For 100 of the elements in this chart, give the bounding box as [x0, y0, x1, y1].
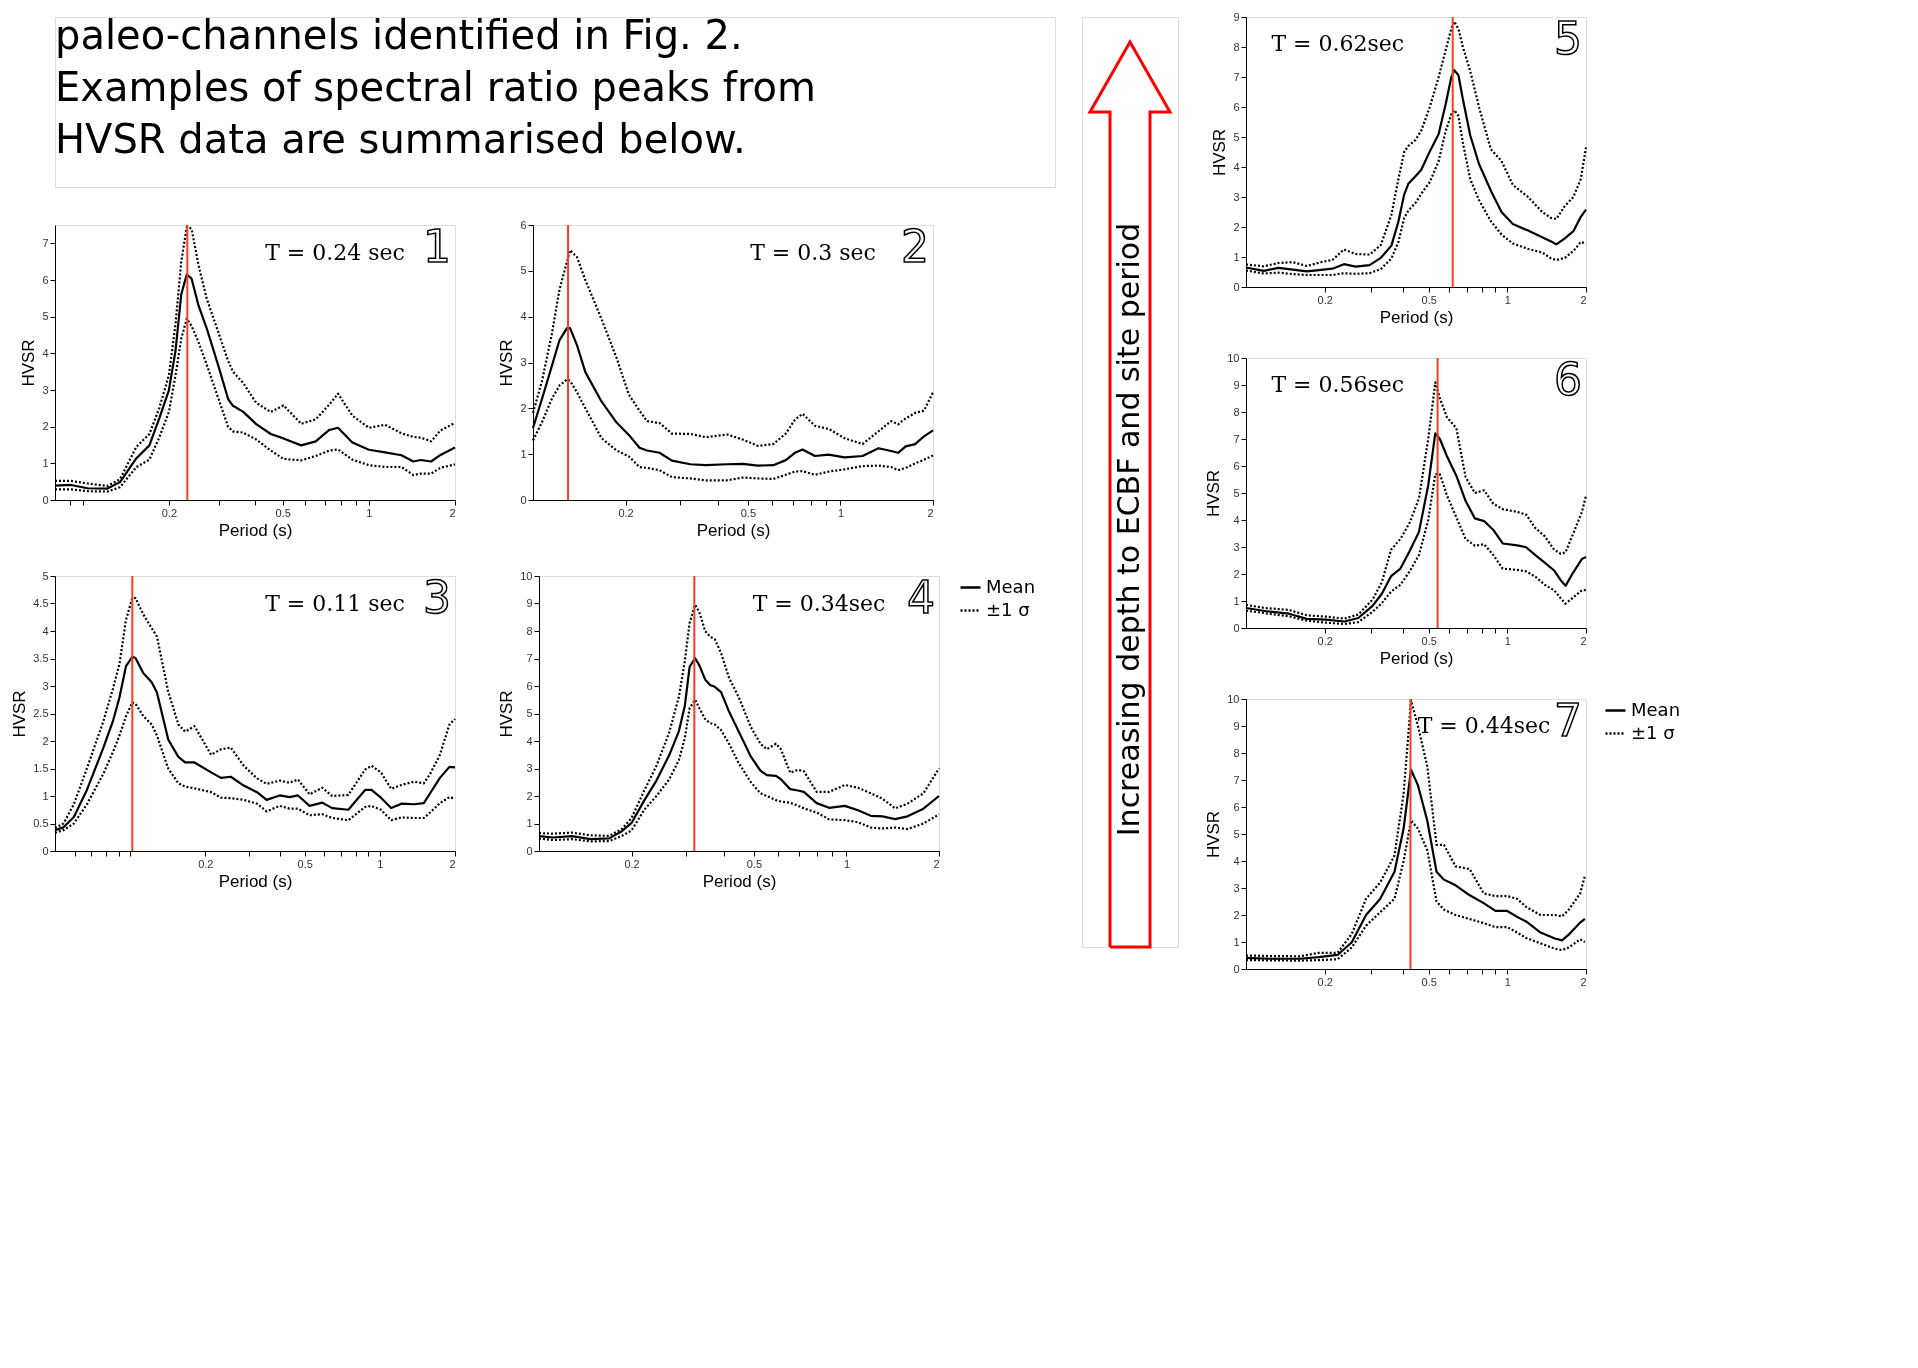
y-tick-label: 4	[1233, 513, 1240, 526]
x-tick-label: 0.2	[618, 506, 634, 519]
x-tick-label: 0.5	[275, 506, 291, 519]
x-tick-label: 0.5	[1421, 975, 1437, 988]
y-tick-label: 3	[526, 762, 533, 774]
y-tick-label: 0	[1233, 621, 1240, 634]
y-axis-title: HVSR	[1204, 810, 1224, 859]
y-tick-label: 1	[42, 789, 49, 802]
annotation: T = 0.34sec	[752, 590, 886, 616]
x-tick-label: 0.2	[1317, 975, 1333, 988]
y-tick-label: 3.5	[33, 652, 49, 664]
annotation: T = 0.44sec	[1417, 713, 1551, 738]
y-tick-label: 8	[1233, 746, 1240, 759]
y-axis-title: HVSR	[1210, 128, 1230, 177]
y-tick-label: 4	[42, 624, 49, 637]
y-tick-label: 1	[526, 817, 533, 829]
legend-label: Mean	[986, 575, 1036, 597]
x-tick-label: 0.2	[1317, 293, 1333, 306]
x-axis-title: Period (s)	[218, 520, 293, 540]
y-tick-label: 2	[526, 789, 533, 802]
y-tick-label: 5	[526, 707, 533, 719]
y-tick-label: 1	[1233, 594, 1240, 607]
y-axis-title: HVSR	[497, 339, 517, 387]
x-tick-label: 2	[449, 857, 456, 870]
x-axis-title: Period (s)	[1379, 648, 1454, 668]
x-tick-label: 2	[1580, 975, 1587, 988]
x-tick-label: 0.2	[624, 857, 640, 870]
annotation: T = 0.62sec	[1271, 31, 1405, 56]
y-tick-label: 6	[520, 218, 527, 231]
y-tick-label: 3	[1233, 190, 1240, 203]
y-tick-label: 5	[1233, 827, 1240, 840]
y-tick-label: 3	[42, 679, 49, 692]
y-tick-label: 1	[520, 447, 527, 460]
y-tick-label: 4.5	[33, 597, 49, 609]
y-tick-label: 4	[1233, 160, 1240, 173]
y-tick-label: 7	[1233, 432, 1240, 445]
y-tick-label: 5	[1233, 130, 1240, 143]
x-tick-label: 2	[933, 857, 940, 870]
y-tick-label: 1	[42, 456, 49, 469]
x-axis-title: Period (s)	[702, 871, 777, 891]
y-tick-label: 6	[1233, 459, 1240, 472]
x-tick-label: 2	[1580, 634, 1587, 647]
y-tick-label: 5	[1233, 486, 1240, 499]
text: paleo-channels identified in Fig. 2. Examples of spectral ratio peaks from HVSR data are summarised below.	[55, 12, 816, 162]
y-tick-label: 6	[1233, 800, 1240, 813]
x-tick-label: 1	[1504, 293, 1511, 306]
y-tick-label: 1	[1233, 250, 1240, 263]
y-tick-label: 2	[42, 420, 49, 433]
y-axis-title: HVSR	[1204, 469, 1224, 518]
annotation: 4	[907, 572, 935, 623]
annotation: 2	[901, 221, 929, 272]
x-tick-label: 1	[837, 506, 845, 519]
annotation: 7	[1554, 695, 1582, 746]
y-tick-label: 2	[1233, 567, 1240, 580]
y-tick-label: 4	[520, 310, 527, 323]
y-tick-label: 9	[1233, 719, 1240, 732]
y-tick-label: 2.5	[33, 707, 49, 719]
y-tick-label: 4	[42, 346, 49, 359]
annotation: 1	[423, 221, 451, 272]
y-tick-label: 5	[42, 569, 49, 582]
text: Increasing depth to ECBF and site period	[1111, 222, 1146, 837]
x-tick-label: 0.2	[161, 506, 178, 519]
y-axis-title: HVSR	[10, 690, 30, 738]
x-axis-title: Period (s)	[1379, 307, 1454, 327]
y-tick-label: 0	[42, 844, 49, 857]
x-tick-label: 0.2	[198, 857, 214, 870]
y-tick-label: 2	[520, 401, 527, 414]
y-tick-label: 0	[520, 493, 527, 506]
annotation: 6	[1554, 354, 1582, 405]
x-tick-label: 0.2	[1317, 634, 1333, 647]
y-tick-label: 9	[1233, 378, 1240, 391]
x-tick-label: 0.5	[1421, 293, 1437, 306]
x-tick-label: 0.5	[297, 857, 313, 870]
x-tick-label: 1	[1504, 975, 1511, 988]
y-tick-label: 7	[1233, 70, 1240, 83]
x-tick-label: 2	[927, 506, 934, 519]
y-tick-label: 8	[526, 624, 533, 637]
y-axis-title: HVSR	[497, 690, 517, 738]
legend-label: ±1 σ	[986, 598, 1030, 620]
x-axis-title: Period (s)	[696, 520, 771, 540]
y-axis-title: HVSR	[19, 339, 39, 387]
y-tick-label: 1	[1233, 935, 1240, 948]
y-tick-label: 0	[1233, 962, 1240, 975]
x-tick-label: 0.5	[740, 506, 757, 519]
y-tick-label: 7	[1233, 773, 1240, 786]
x-tick-label: 0.5	[1421, 634, 1437, 647]
x-axis-title: Period (s)	[218, 871, 293, 891]
y-tick-label: 2	[42, 734, 49, 747]
x-tick-label: 1	[1504, 634, 1511, 647]
annotation: T = 0.56sec	[1271, 372, 1405, 397]
y-tick-label: 4	[526, 734, 533, 747]
x-tick-label: 1	[843, 857, 851, 870]
legend-label: Mean	[1631, 698, 1681, 720]
y-tick-label: 8	[1233, 40, 1240, 53]
y-tick-label: 7	[526, 652, 533, 664]
y-tick-label: 0	[1233, 280, 1240, 293]
y-tick-label: 3	[520, 356, 527, 368]
y-tick-label: 6	[42, 273, 49, 286]
y-tick-label: 0	[42, 493, 49, 506]
y-tick-label: 3	[42, 383, 49, 396]
